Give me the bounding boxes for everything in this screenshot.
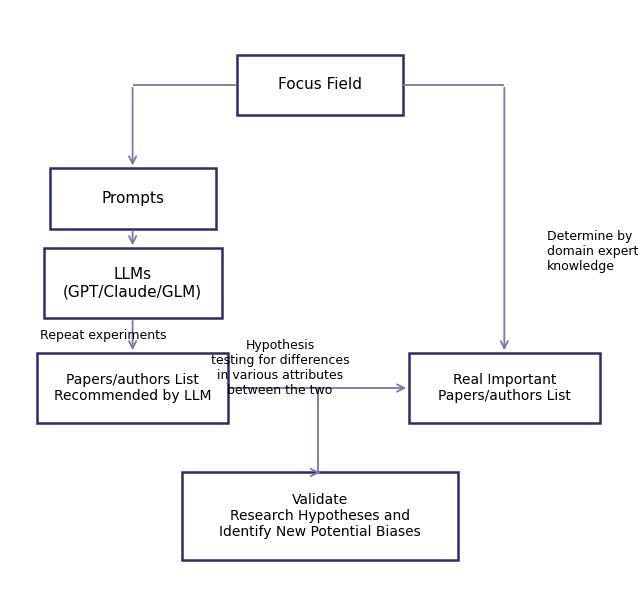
Text: Papers/authors List
Recommended by LLM: Papers/authors List Recommended by LLM: [54, 373, 211, 403]
Text: Validate
Research Hypotheses and
Identify New Potential Biases: Validate Research Hypotheses and Identif…: [219, 493, 421, 540]
FancyBboxPatch shape: [37, 353, 228, 423]
Text: Repeat experiments: Repeat experiments: [40, 329, 167, 342]
Text: Determine by
domain expert
knowledge: Determine by domain expert knowledge: [547, 229, 639, 273]
Text: Real Important
Papers/authors List: Real Important Papers/authors List: [438, 373, 571, 403]
Text: Prompts: Prompts: [101, 191, 164, 206]
FancyBboxPatch shape: [44, 248, 221, 318]
Text: LLMs
(GPT/Claude/GLM): LLMs (GPT/Claude/GLM): [63, 267, 202, 299]
FancyBboxPatch shape: [237, 55, 403, 115]
Text: Focus Field: Focus Field: [278, 78, 362, 92]
FancyBboxPatch shape: [50, 168, 216, 229]
FancyBboxPatch shape: [182, 472, 458, 560]
FancyBboxPatch shape: [409, 353, 600, 423]
Text: Hypothesis
testing for differences
in various attributes
between the two: Hypothesis testing for differences in va…: [211, 339, 349, 396]
